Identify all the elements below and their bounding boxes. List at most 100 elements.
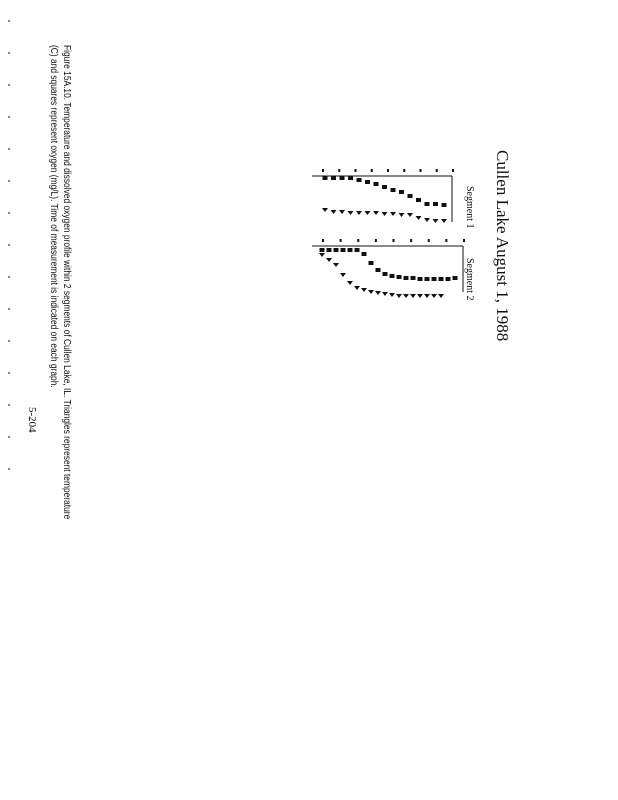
square-marker [356,178,362,182]
triangle-marker [438,294,444,298]
scan-speck [8,244,10,246]
square-marker [348,176,353,180]
scan-speck [8,84,10,86]
square-marker [438,277,444,281]
triangle-marker [424,218,430,222]
scan-speck [8,116,10,118]
square-marker [433,202,438,206]
square-marker [390,188,396,192]
square-marker [396,275,402,279]
tick-mark [445,239,448,242]
triangle-marker [361,288,367,292]
triangle-marker [417,294,423,298]
tick-mark [339,239,342,242]
square-marker [361,252,367,256]
triangle-marker [403,294,409,298]
triangle-marker [431,294,437,298]
square-marker [441,203,447,207]
square-marker [354,248,360,252]
tick-mark [427,239,430,242]
triangle-marker [415,216,422,220]
square-marker [431,277,437,281]
scan-speck [8,404,10,406]
triangle-marker [326,258,332,262]
scan-speck [8,308,10,310]
tick-mark [357,239,360,242]
square-marker [399,190,404,194]
scan-speck [8,372,10,374]
scan-speck [8,180,10,182]
triangle-marker [396,294,402,298]
square-marker [373,182,379,186]
square-marker [410,276,416,280]
triangle-marker [347,281,353,285]
square-marker [326,248,332,252]
square-marker [368,261,374,265]
triangle-marker [389,293,395,297]
triangle-marker [322,208,328,212]
triangle-marker [340,273,346,277]
triangle-marker [354,286,360,290]
tick-mark [338,169,341,172]
square-marker [322,176,328,180]
square-marker [331,176,336,180]
square-marker [424,202,430,206]
scan-speck [8,340,10,342]
tick-mark [452,169,454,172]
square-marker [445,277,451,281]
square-marker [416,198,421,202]
triangle-marker [333,263,339,267]
triangle-marker [319,253,325,257]
scan-speck [8,276,10,278]
square-marker [333,248,339,252]
triangle-marker [356,211,362,215]
scan-speck [8,52,10,54]
triangle-marker [424,294,430,298]
triangle-marker [407,213,413,217]
square-marker [365,180,370,184]
square-marker [389,274,395,278]
scan-speck [8,20,10,22]
triangle-marker [347,211,354,215]
triangle-marker [373,211,379,215]
triangle-marker [398,213,405,217]
triangle-marker [364,211,371,215]
tick-mark [435,169,438,172]
tick-mark [322,239,324,242]
tick-mark [392,239,395,242]
scan-speck [8,468,10,470]
square-marker [424,277,430,281]
triangle-marker [330,210,337,214]
triangle-marker [432,219,439,223]
square-marker [375,268,381,272]
triangle-marker [382,292,388,296]
triangle-marker [368,290,374,294]
triangle-marker [339,210,345,214]
triangle-marker [381,212,388,216]
tick-mark [403,169,406,172]
square-marker [340,248,346,252]
tick-mark [322,169,324,172]
square-marker [319,248,325,252]
tick-mark [374,239,377,242]
tick-mark [419,169,422,172]
square-marker [382,272,388,276]
tick-mark [410,239,413,242]
tick-mark [354,169,357,172]
triangle-marker [375,291,381,295]
tick-mark [370,169,373,172]
square-marker [407,194,413,198]
scan-speck [8,212,10,214]
tick-mark [463,239,465,242]
square-marker [452,276,458,280]
triangle-marker [390,212,396,216]
square-marker [417,277,423,281]
square-marker [347,248,353,252]
square-marker [403,276,409,280]
tick-mark [387,169,389,172]
scan-speck [8,148,10,150]
triangle-marker [410,294,416,298]
square-marker [339,176,345,180]
scan-speck [8,436,10,438]
